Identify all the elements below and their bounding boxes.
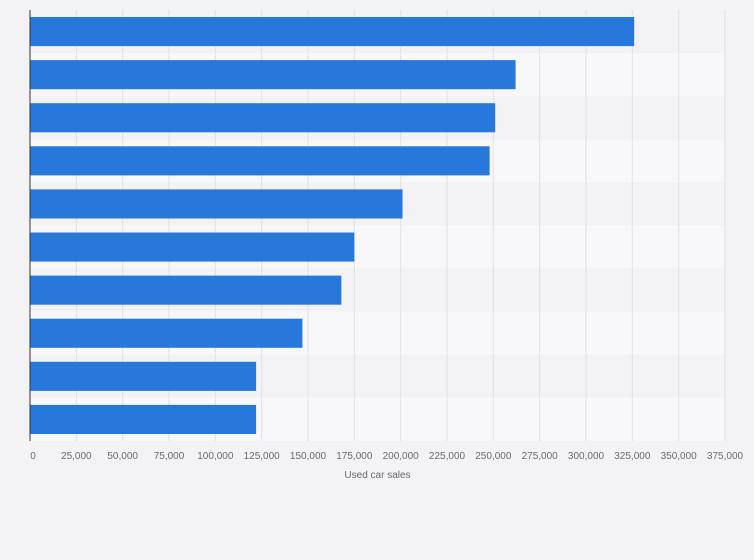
x-tick-label: 125,000 bbox=[244, 451, 281, 462]
x-tick-label: 350,000 bbox=[661, 451, 698, 462]
x-tick-label: 325,000 bbox=[614, 451, 651, 462]
x-tick-label: 250,000 bbox=[475, 451, 512, 462]
bar[interactable] bbox=[30, 189, 403, 219]
x-tick-label: 200,000 bbox=[383, 451, 420, 462]
bar[interactable] bbox=[30, 404, 257, 434]
bar[interactable] bbox=[30, 17, 635, 47]
x-tick-label: 100,000 bbox=[197, 451, 234, 462]
bar[interactable] bbox=[30, 361, 257, 391]
x-tick-label: 175,000 bbox=[336, 451, 373, 462]
x-tick-label: 275,000 bbox=[522, 451, 559, 462]
bar[interactable] bbox=[30, 275, 342, 305]
bar[interactable] bbox=[30, 60, 516, 90]
x-axis-title: Used car sales bbox=[344, 470, 410, 481]
x-tick-label: 50,000 bbox=[107, 451, 138, 462]
bar[interactable] bbox=[30, 146, 490, 176]
x-tick-label: 25,000 bbox=[61, 451, 92, 462]
bar[interactable] bbox=[30, 232, 355, 262]
x-tick-label: 300,000 bbox=[568, 451, 605, 462]
x-tick-label: 75,000 bbox=[154, 451, 185, 462]
x-tick-label: 150,000 bbox=[290, 451, 327, 462]
bar[interactable] bbox=[30, 318, 303, 348]
x-tick-label: 0 bbox=[30, 451, 36, 462]
bar[interactable] bbox=[30, 103, 496, 133]
x-tick-label: 225,000 bbox=[429, 451, 466, 462]
x-tick-labels: 0 25,000 50,000 75,000 100,000 125,000 150,000… bbox=[30, 451, 743, 462]
x-tick-label: 375,000 bbox=[707, 451, 744, 462]
bars bbox=[30, 17, 635, 434]
